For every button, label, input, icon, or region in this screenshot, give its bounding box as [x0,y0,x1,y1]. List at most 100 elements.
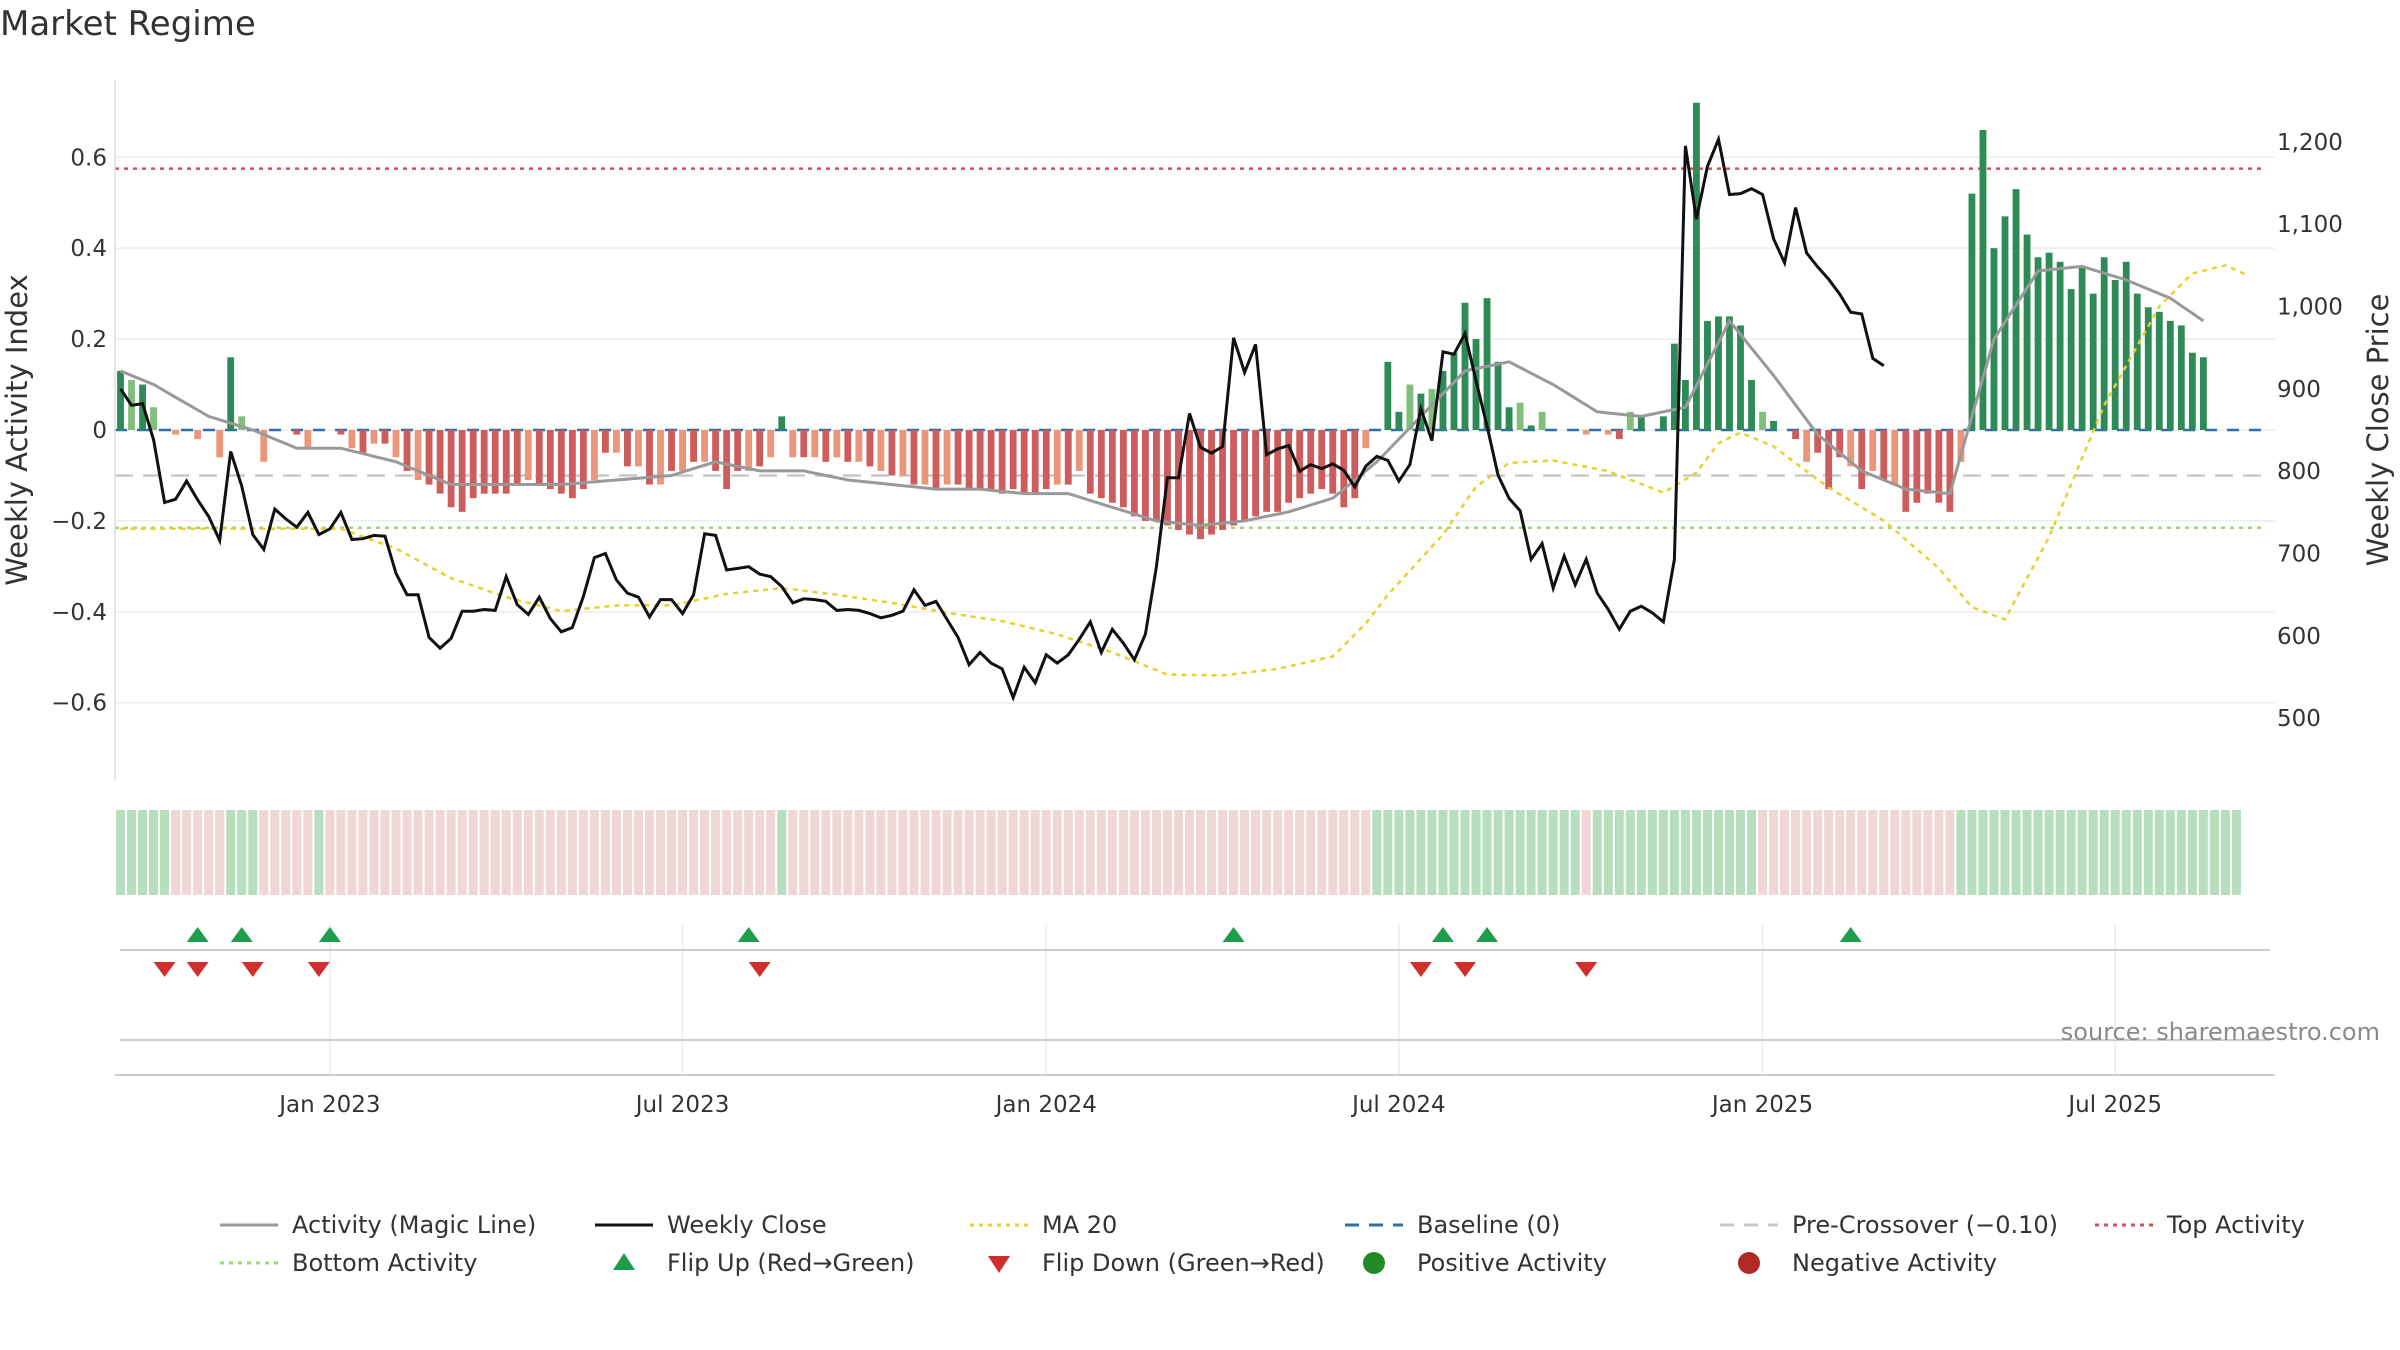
activity-bar [359,430,367,453]
activity-bar [304,430,312,449]
activity-bar [150,407,157,430]
activity-bar [954,430,962,485]
activity-bar [1670,343,1678,430]
legend-item[interactable]: Negative Activity [1738,1249,1997,1277]
regime-cell [832,810,842,895]
activity-bar [921,430,929,485]
activity-bar [866,430,874,467]
activity-bar [1604,430,1612,435]
legend-item[interactable]: Positive Activity [1363,1249,1607,1277]
activity-bar [1439,370,1447,430]
legend-item[interactable]: Pre-Crossover (−0.10) [1720,1211,2058,1239]
regime-cell [1295,810,1305,895]
activity-bar [1351,430,1359,499]
regime-cell [1603,810,1613,895]
regime-cell [424,810,434,895]
activity-bar [1704,320,1711,430]
flip-up-marker [1839,927,1862,942]
activity-bar [1318,430,1326,490]
activity-bar [1241,430,1249,521]
activity-bar [1693,102,1700,431]
regime-cell [1460,810,1470,895]
activity-bar [1042,430,1050,490]
regime-cell [2198,810,2208,895]
legend-item[interactable]: Weekly Close [595,1211,827,1239]
regime-cell [138,810,148,895]
activity-bar [1527,425,1535,430]
regime-cell [1857,810,1867,895]
activity-bar [392,430,400,458]
legend-label: Baseline (0) [1417,1211,1560,1239]
regime-cell [413,810,423,895]
regime-cell [667,810,677,895]
legend-item[interactable]: Baseline (0) [1345,1211,1560,1239]
y-right-tick-label: 600 [2277,624,2321,650]
flip-down-marker [153,962,176,977]
activity-bar [1020,430,1028,494]
activity-bar [601,430,609,453]
activity-bar [2067,289,2075,430]
y-right-tick-label: 1,000 [2277,294,2343,320]
regime-cell [964,810,974,895]
flip-down-marker [307,962,330,977]
regime-cell [1868,810,1878,895]
activity-bar [844,430,852,462]
regime-cell [689,810,699,895]
regime-cell [1328,810,1338,895]
activity-bar [1538,411,1546,430]
regime-cell [1724,810,1734,895]
legend-item[interactable]: Top Activity [2095,1211,2305,1239]
regime-cell [270,810,280,895]
activity-bar [1615,430,1623,440]
activity-bar [1307,430,1315,494]
activity-bar [1759,411,1766,430]
legend-item[interactable]: Bottom Activity [220,1249,477,1277]
activity-bar [2023,234,2031,430]
legend-item[interactable]: Flip Up (Red→Green) [613,1249,915,1277]
magic-line [119,264,2205,528]
activity-bar [425,430,433,485]
activity-bar [337,430,345,435]
regime-cell [1923,810,1933,895]
activity-bar [1263,430,1271,512]
regime-cell [2011,810,2021,895]
regime-cell [1162,810,1172,895]
regime-cell [1625,810,1635,895]
y-left-tick-label: −0.6 [51,691,107,717]
y-left-tick-label: 0.2 [70,327,107,353]
regime-cell [942,810,952,895]
regime-cell [1482,810,1492,895]
activity-bar [932,430,940,490]
regime-cell [2077,810,2087,895]
regime-cell [1196,810,1206,895]
regime-cell [611,810,621,895]
regime-cell [821,810,831,895]
y-right-tick-label: 500 [2277,706,2321,732]
legend-swatch [1363,1252,1385,1274]
regime-cell [1118,810,1128,895]
regime-cell [1493,810,1503,895]
x-tick-label: Jul 2025 [2066,1092,2162,1118]
regime-cell [1713,810,1723,895]
activity-bar [1847,430,1855,467]
regime-cell [1096,810,1106,895]
activity-bar [1175,430,1182,530]
activity-bar [557,430,565,494]
legend-item[interactable]: Activity (Magic Line) [220,1211,536,1239]
activity-bar [1130,430,1138,517]
regime-cell [898,810,908,895]
legend-item[interactable]: MA 20 [970,1211,1117,1239]
activity-bar [701,430,709,462]
regime-cell [391,810,401,895]
activity-bar [1946,430,1954,512]
legend[interactable]: Activity (Magic Line) Weekly Close MA 20 Ba… [220,1211,2305,1277]
regime-cell [1240,810,1250,895]
regime-cell [722,810,732,895]
activity-bar [767,430,775,458]
regime-cell [1702,810,1712,895]
y-right-tick-label: 1,100 [2277,212,2343,238]
regime-cell [975,810,985,895]
regime-cell [1890,810,1900,895]
activity-bar [535,430,543,485]
legend-item[interactable]: Flip Down (Green→Red) [988,1249,1325,1277]
